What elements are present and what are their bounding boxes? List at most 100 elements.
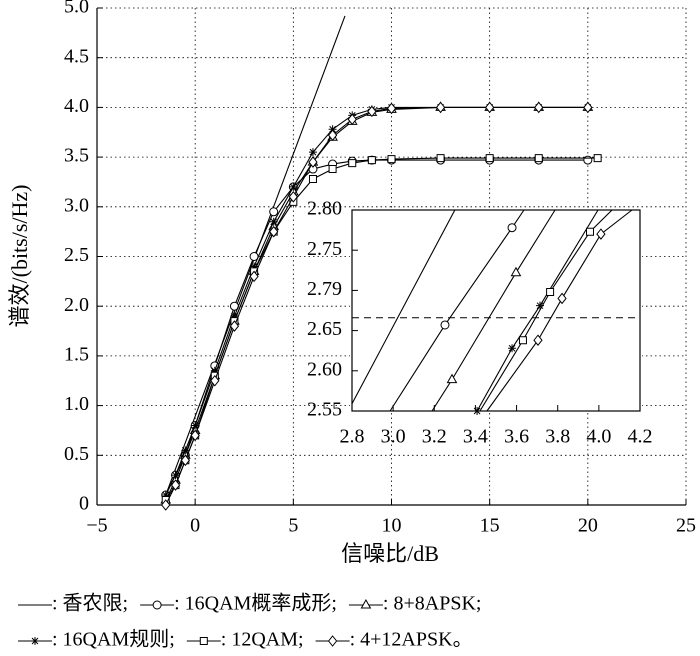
marker: [269, 225, 279, 238]
marker: [308, 174, 317, 183]
marker: [229, 320, 240, 332]
marker: [180, 454, 190, 467]
y-tick-label: 4.0: [64, 95, 89, 117]
x-tick-label: 4.2: [628, 426, 653, 448]
marker: [249, 270, 259, 283]
marker: [289, 182, 298, 191]
y-tick-label: 2.75: [307, 238, 342, 260]
marker: [308, 156, 318, 168]
marker: [518, 336, 527, 345]
marker: [534, 154, 543, 163]
series-line: [351, 209, 456, 405]
marker: [269, 217, 278, 226]
x-tick-label: 5: [288, 515, 298, 537]
y-axis-label: 谱效/(bits/s/Hz): [7, 185, 32, 328]
y-tick-label: 2.65: [307, 318, 342, 340]
marker: [308, 148, 317, 157]
marker: [288, 191, 298, 203]
y-tick-label: 2.5: [64, 244, 89, 266]
x-tick-label: 10: [382, 515, 402, 537]
marker: [269, 207, 279, 217]
marker: [230, 312, 239, 321]
legend-marker: [152, 600, 162, 610]
x-tick-label: 3.4: [463, 426, 488, 448]
marker: [161, 491, 170, 500]
x-tick-label: 3.2: [422, 426, 447, 448]
legend-label: : 香农限;: [52, 592, 128, 615]
marker: [557, 292, 567, 305]
marker: [190, 429, 200, 442]
marker: [328, 165, 337, 174]
legend-marker: [199, 637, 208, 645]
y-tick-label: 2.55: [307, 399, 342, 421]
marker: [348, 159, 357, 168]
marker: [367, 105, 377, 118]
marker: [473, 407, 482, 415]
marker: [593, 154, 602, 163]
series-line: [165, 106, 588, 506]
x-tick-label: −5: [86, 515, 107, 537]
x-tick-label: 3.0: [381, 426, 406, 448]
marker: [170, 479, 181, 491]
y-tick-label: 0.5: [64, 443, 89, 465]
inset-background: [350, 208, 642, 413]
x-tick-label: 0: [190, 515, 200, 537]
marker: [534, 101, 544, 114]
legend-label: : 16QAM概率成形;: [174, 592, 337, 615]
marker: [327, 129, 338, 142]
marker: [485, 154, 494, 163]
marker: [507, 223, 517, 233]
marker: [181, 446, 190, 455]
marker: [328, 125, 337, 134]
marker: [440, 320, 450, 330]
marker: [446, 373, 458, 384]
series-line: [389, 209, 525, 412]
marker: [250, 262, 259, 271]
marker: [210, 374, 220, 387]
x-axis-label: 信噪比/dB: [341, 541, 439, 566]
x-tick-label: 15: [480, 515, 500, 537]
x-tick-label: 4.0: [586, 426, 611, 448]
y-tick-label: 3.5: [64, 145, 89, 167]
inset-frame: [351, 209, 641, 412]
marker: [436, 154, 445, 163]
legend-marker: [327, 635, 338, 647]
legend-label: : 16QAM规则;: [52, 628, 175, 651]
marker: [171, 471, 180, 480]
marker: [583, 155, 593, 165]
x-tick-label: 2.8: [340, 426, 365, 448]
legend-label: : 8+8APSK;: [383, 593, 482, 615]
x-tick-label: 20: [578, 515, 598, 537]
legend-marker: [31, 637, 39, 645]
legend-label: : 4+12APSK。: [350, 629, 473, 651]
y-tick-label: 1.0: [64, 393, 89, 415]
marker: [596, 228, 606, 240]
x-tick-label: 3.6: [504, 426, 529, 448]
series-line: [431, 209, 556, 412]
y-tick-label: 3.0: [64, 194, 89, 216]
marker: [347, 113, 357, 126]
marker: [387, 155, 396, 164]
marker: [508, 344, 517, 353]
x-tick-label: 3.8: [545, 426, 570, 448]
y-tick-label: 4.5: [64, 45, 89, 67]
marker: [546, 288, 555, 297]
marker: [510, 266, 522, 277]
marker: [191, 421, 200, 430]
marker: [161, 499, 171, 511]
y-tick-label: 2.60: [307, 358, 342, 380]
legend-label: : 12QAM;: [221, 629, 304, 651]
y-tick-label: 5.0: [64, 0, 89, 18]
y-tick-label: 2.80: [307, 198, 342, 220]
y-tick-label: 1.5: [64, 343, 89, 365]
marker: [586, 227, 595, 236]
marker: [210, 366, 219, 375]
y-tick-label: 2.0: [64, 294, 89, 316]
legend-marker: [360, 598, 372, 609]
marker: [485, 101, 495, 114]
marker: [536, 301, 545, 310]
y-tick-label: 2.79: [307, 278, 342, 300]
marker: [435, 101, 446, 114]
x-tick-label: 25: [676, 515, 696, 537]
